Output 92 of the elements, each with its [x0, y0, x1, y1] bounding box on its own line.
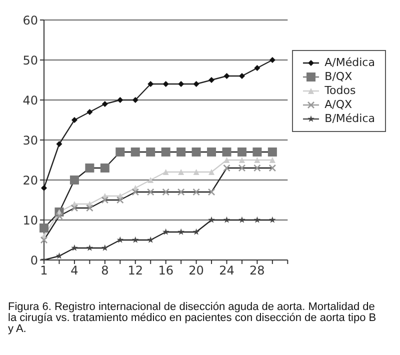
point	[207, 148, 216, 156]
y-tick-label: 30	[22, 133, 38, 148]
x-tick-label: 12	[128, 264, 144, 278]
point	[269, 157, 276, 163]
point	[56, 252, 63, 259]
point	[224, 157, 230, 163]
x-tick-label: 28	[250, 264, 265, 278]
y-tick-label: 60	[22, 13, 38, 28]
point	[162, 228, 170, 235]
point	[269, 57, 276, 63]
point	[132, 188, 140, 196]
point	[193, 81, 200, 87]
point	[252, 148, 262, 156]
point	[268, 148, 277, 156]
point	[132, 97, 138, 103]
point	[223, 164, 230, 172]
point	[146, 188, 154, 196]
point	[208, 216, 215, 223]
point	[193, 169, 200, 175]
legend-label: B/Médica	[324, 112, 375, 126]
point	[254, 157, 260, 163]
point	[254, 65, 260, 71]
point	[102, 101, 108, 107]
legend-label: A/Médica	[324, 56, 375, 70]
point	[116, 236, 124, 243]
point	[130, 148, 140, 156]
y-tick-label: 20	[22, 173, 38, 188]
point	[101, 196, 109, 204]
point	[192, 148, 201, 156]
y-tick-label: 0	[30, 253, 38, 268]
x-tick-label: 24	[219, 264, 234, 278]
point	[162, 169, 169, 175]
point	[147, 236, 154, 243]
legend-label: B/QX	[324, 70, 352, 84]
point	[148, 81, 154, 87]
text: Figura 6. Registro internacional de disección aguda de aorta. Mortalidad de la cirugía vs. tratamiento médico en pacientes con disección de aorta tipo B y A.	[8, 301, 378, 335]
legend-label: Todos	[324, 84, 356, 98]
point	[71, 117, 78, 123]
point	[269, 216, 276, 223]
point	[162, 81, 169, 87]
point	[132, 236, 139, 243]
point	[117, 97, 124, 103]
point	[208, 188, 216, 196]
point	[71, 244, 78, 251]
point	[192, 188, 200, 196]
point	[41, 185, 47, 191]
point	[85, 164, 94, 172]
point	[178, 228, 184, 235]
point	[192, 228, 200, 235]
point	[254, 216, 261, 223]
point	[116, 148, 125, 156]
point	[176, 148, 186, 156]
point	[208, 77, 215, 83]
point	[40, 224, 48, 232]
point	[238, 157, 245, 163]
point	[116, 196, 124, 204]
x-tick-label: 16	[158, 264, 174, 278]
point	[268, 164, 276, 172]
x-tick-label: 1	[40, 264, 48, 278]
x-tick-label: 4	[70, 264, 78, 278]
point	[146, 148, 156, 156]
point	[56, 141, 62, 147]
point	[86, 109, 93, 115]
point	[101, 244, 108, 251]
point	[224, 73, 230, 79]
point	[40, 236, 48, 244]
y-tick-label: 40	[22, 93, 38, 108]
point	[237, 148, 246, 156]
point	[178, 81, 184, 87]
point	[86, 204, 94, 212]
point	[100, 164, 110, 172]
point	[148, 177, 154, 183]
point	[161, 148, 170, 156]
legend-label: A/QX	[324, 98, 352, 112]
point	[162, 188, 170, 196]
point	[178, 169, 184, 175]
point	[222, 148, 232, 156]
point	[238, 73, 245, 79]
y-tick-label: 50	[22, 53, 38, 68]
point	[238, 216, 246, 223]
point	[86, 244, 94, 251]
point	[254, 164, 261, 172]
point	[223, 216, 230, 223]
point	[208, 169, 215, 175]
x-tick-label: 8	[101, 264, 109, 278]
point	[238, 164, 246, 172]
point	[56, 212, 63, 220]
point	[70, 204, 78, 212]
y-tick-label: 10	[22, 213, 38, 228]
point	[177, 188, 185, 196]
x-tick-label: 20	[188, 264, 204, 278]
point	[70, 176, 79, 184]
